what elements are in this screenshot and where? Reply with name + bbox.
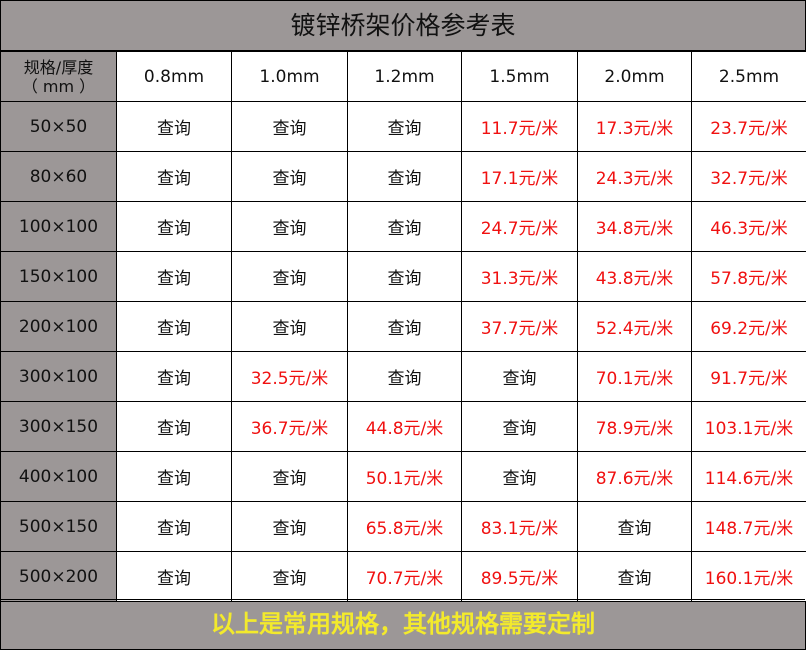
inquire-cell[interactable]: 查询 [116, 401, 232, 452]
price-cell: 78.9元/米 [577, 401, 692, 452]
inquire-cell[interactable]: 查询 [347, 251, 462, 302]
inquire-cell[interactable]: 查询 [116, 301, 232, 352]
inquire-cell[interactable]: 查询 [347, 201, 462, 252]
inquire-cell[interactable]: 查询 [116, 501, 232, 552]
spec-cell: 200×100 [0, 301, 117, 352]
inquire-cell[interactable]: 查询 [577, 551, 692, 602]
table-row: 500×150 查询 查询 65.8元/米 83.1元/米 查询 148.7元/米 [0, 501, 806, 552]
price-cell: 31.3元/米 [461, 251, 578, 302]
inquire-cell[interactable]: 查询 [231, 101, 348, 152]
price-cell: 44.8元/米 [347, 401, 462, 452]
inquire-cell[interactable]: 查询 [231, 451, 348, 502]
inquire-cell[interactable]: 查询 [347, 301, 462, 352]
inquire-cell[interactable]: 查询 [116, 251, 232, 302]
price-cell: 87.6元/米 [577, 451, 692, 502]
page-title: 镀锌桥架价格参考表 [1, 1, 805, 52]
thickness-header: 1.0mm [231, 51, 348, 102]
price-cell: 17.1元/米 [461, 151, 578, 202]
thickness-header: 1.5mm [461, 51, 578, 102]
inquire-cell[interactable]: 查询 [231, 501, 348, 552]
price-cell: 148.7元/米 [691, 501, 806, 552]
table-row: 300×100 查询 32.5元/米 查询 查询 70.1元/米 91.7元/米 [0, 351, 806, 402]
spec-header: 规格/厚度 （ mm ） [0, 51, 117, 102]
spec-cell: 150×100 [0, 251, 117, 302]
inquire-cell[interactable]: 查询 [231, 151, 348, 202]
spec-cell: 50×50 [0, 101, 117, 152]
price-cell: 65.8元/米 [347, 501, 462, 552]
thickness-header: 0.8mm [116, 51, 232, 102]
table-row: 500×200 查询 查询 70.7元/米 89.5元/米 查询 160.1元/米 [0, 551, 806, 602]
inquire-cell[interactable]: 查询 [116, 551, 232, 602]
table-row: 50×50 查询 查询 查询 11.7元/米 17.3元/米 23.7元/米 [0, 101, 806, 152]
table-row: 150×100 查询 查询 查询 31.3元/米 43.8元/米 57.8元/米 [0, 251, 806, 302]
price-cell: 23.7元/米 [691, 101, 806, 152]
spec-header-line2: （ mm ） [21, 76, 96, 96]
price-cell: 46.3元/米 [691, 201, 806, 252]
spec-cell: 500×150 [0, 501, 117, 552]
thickness-header: 2.5mm [691, 51, 806, 102]
inquire-cell[interactable]: 查询 [231, 201, 348, 252]
inquire-cell[interactable]: 查询 [116, 351, 232, 402]
inquire-cell[interactable]: 查询 [461, 351, 578, 402]
table-row: 200×100 查询 查询 查询 37.7元/米 52.4元/米 69.2元/米 [0, 301, 806, 352]
inquire-cell[interactable]: 查询 [461, 401, 578, 452]
inquire-cell[interactable]: 查询 [231, 551, 348, 602]
price-cell: 114.6元/米 [691, 451, 806, 502]
price-cell: 89.5元/米 [461, 551, 578, 602]
price-cell: 103.1元/米 [691, 401, 806, 452]
table-row: 400×100 查询 查询 50.1元/米 查询 87.6元/米 114.6元/米 [0, 451, 806, 502]
price-cell: 36.7元/米 [231, 401, 348, 452]
price-cell: 17.3元/米 [577, 101, 692, 152]
price-cell: 24.7元/米 [461, 201, 578, 252]
spec-cell: 400×100 [0, 451, 117, 502]
price-table: 规格/厚度 （ mm ） 0.8mm 1.0mm 1.2mm 1.5mm 2.0mm 2.… [0, 51, 806, 602]
inquire-cell[interactable]: 查询 [347, 351, 462, 402]
inquire-cell[interactable]: 查询 [116, 101, 232, 152]
price-cell: 50.1元/米 [347, 451, 462, 502]
price-cell: 34.8元/米 [577, 201, 692, 252]
header-row: 规格/厚度 （ mm ） 0.8mm 1.0mm 1.2mm 1.5mm 2.0mm 2.… [0, 51, 806, 102]
price-cell: 52.4元/米 [577, 301, 692, 352]
price-cell: 24.3元/米 [577, 151, 692, 202]
price-cell: 70.7元/米 [347, 551, 462, 602]
price-cell: 160.1元/米 [691, 551, 806, 602]
inquire-cell[interactable]: 查询 [231, 301, 348, 352]
inquire-cell[interactable]: 查询 [231, 251, 348, 302]
price-cell: 91.7元/米 [691, 351, 806, 402]
price-cell: 69.2元/米 [691, 301, 806, 352]
price-cell: 83.1元/米 [461, 501, 578, 552]
inquire-cell[interactable]: 查询 [347, 151, 462, 202]
inquire-cell[interactable]: 查询 [116, 151, 232, 202]
price-cell: 11.7元/米 [461, 101, 578, 152]
table-row: 80×60 查询 查询 查询 17.1元/米 24.3元/米 32.7元/米 [0, 151, 806, 202]
inquire-cell[interactable]: 查询 [347, 101, 462, 152]
spec-cell: 300×100 [0, 351, 117, 402]
spec-cell: 300×150 [0, 401, 117, 452]
price-cell: 37.7元/米 [461, 301, 578, 352]
spec-cell: 80×60 [0, 151, 117, 202]
inquire-cell[interactable]: 查询 [577, 501, 692, 552]
inquire-cell[interactable]: 查询 [461, 451, 578, 502]
inquire-cell[interactable]: 查询 [116, 201, 232, 252]
spec-cell: 500×200 [0, 551, 117, 602]
table-row: 100×100 查询 查询 查询 24.7元/米 34.8元/米 46.3元/米 [0, 201, 806, 252]
price-cell: 70.1元/米 [577, 351, 692, 402]
spec-cell: 100×100 [0, 201, 117, 252]
price-cell: 43.8元/米 [577, 251, 692, 302]
thickness-header: 2.0mm [577, 51, 692, 102]
spec-header-line1: 规格/厚度 [23, 57, 94, 77]
thickness-header: 1.2mm [347, 51, 462, 102]
price-cell: 57.8元/米 [691, 251, 806, 302]
table-row: 300×150 查询 36.7元/米 44.8元/米 查询 78.9元/米 103.1元/米 [0, 401, 806, 452]
inquire-cell[interactable]: 查询 [116, 451, 232, 502]
price-cell: 32.5元/米 [231, 351, 348, 402]
footer-note: 以上是常用规格，其他规格需要定制 [1, 599, 805, 649]
price-cell: 32.7元/米 [691, 151, 806, 202]
